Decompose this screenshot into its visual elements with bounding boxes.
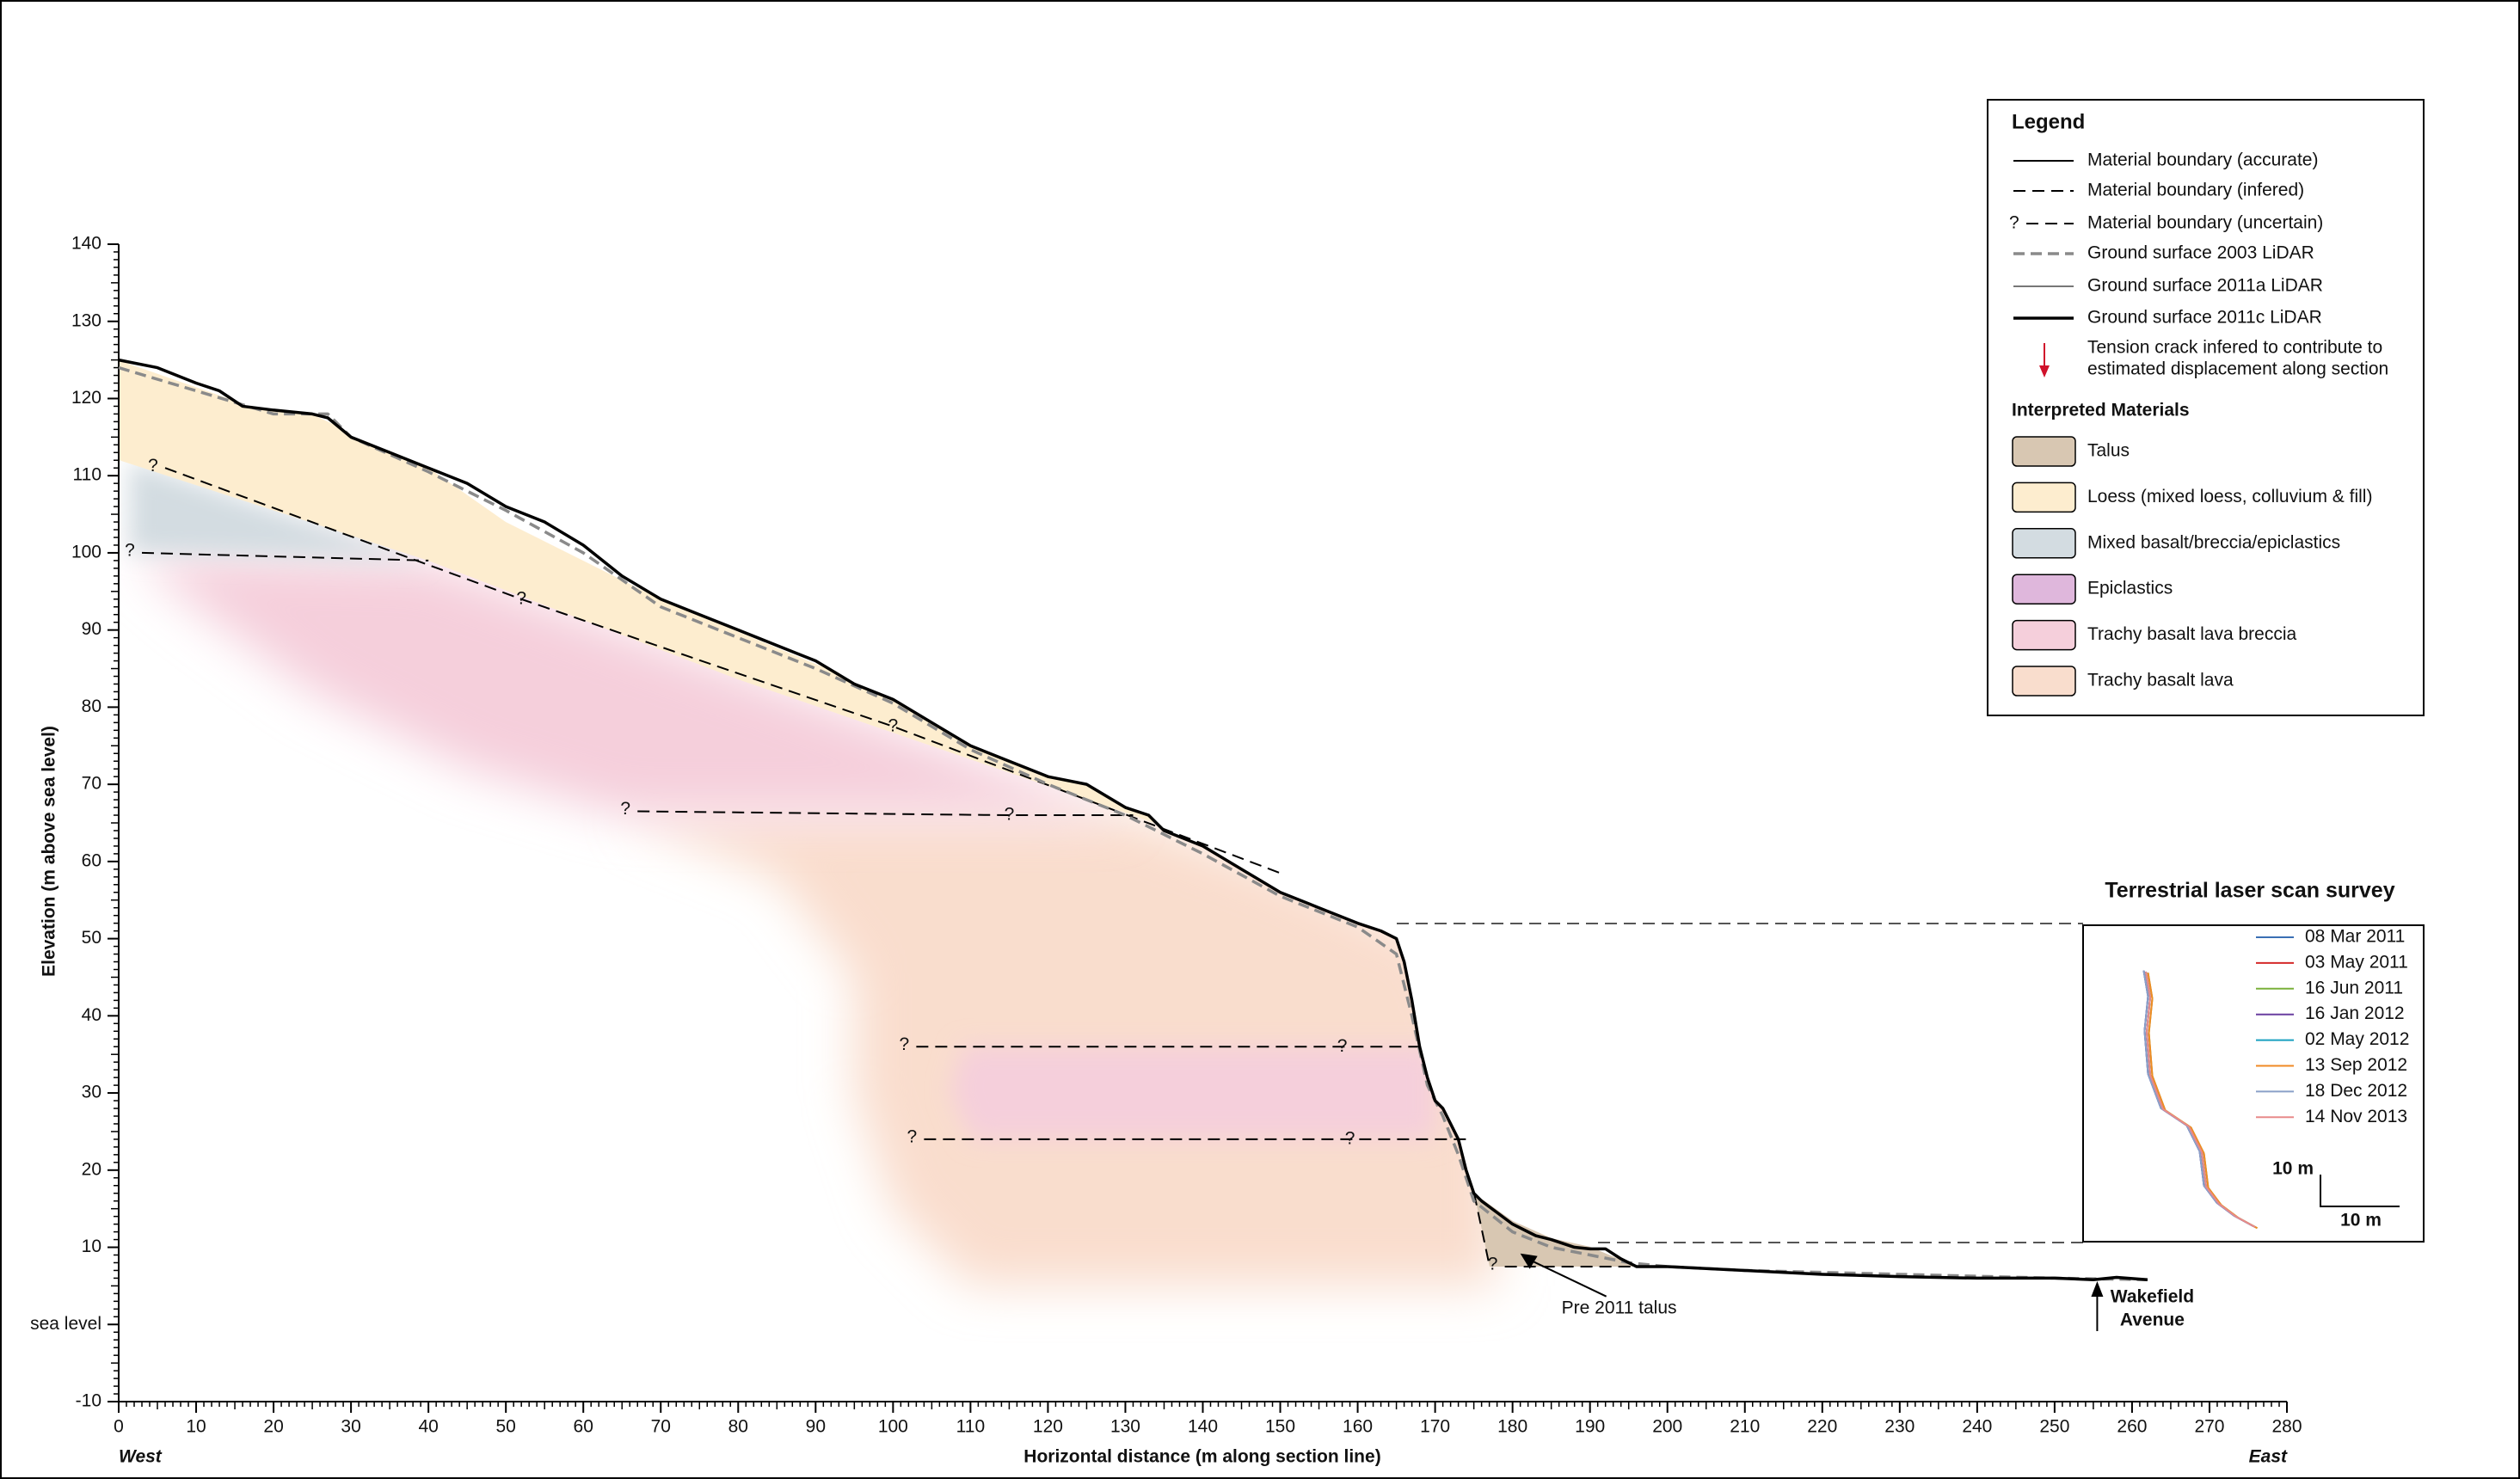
y-tick-label: 50	[82, 928, 101, 948]
uncertain-mark: ?	[148, 456, 158, 476]
y-tick-label: 110	[73, 465, 101, 485]
legend-label: Ground surface 2011c LiDAR	[2087, 308, 2322, 328]
legend-label: Material boundary (infered)	[2087, 181, 2304, 200]
legend-label: Ground surface 2011a LiDAR	[2087, 276, 2323, 296]
x-tick-label: 20	[263, 1417, 283, 1437]
uncertain-mark: ?	[1488, 1255, 1498, 1274]
legend-label: Material boundary (uncertain)	[2087, 213, 2323, 233]
x-tick-label: 180	[1497, 1417, 1527, 1437]
legend-label: Talus	[2087, 441, 2130, 461]
x-tick-label: 170	[1420, 1417, 1450, 1437]
x-tick-label: 230	[1884, 1417, 1915, 1437]
y-tick-label: 10	[82, 1237, 101, 1256]
y-tick-label: sea level	[30, 1314, 101, 1334]
breccia-area	[950, 1046, 1435, 1139]
x-start-label: West	[119, 1447, 163, 1467]
tls-legend-label: 16 Jun 2011	[2305, 978, 2403, 997]
tls-legend-label: 02 May 2012	[2305, 1029, 2409, 1049]
tls-legend-label: 13 Sep 2012	[2305, 1055, 2407, 1075]
x-tick-label: 140	[1188, 1417, 1218, 1437]
legend-label: estimated displacement along section	[2087, 359, 2388, 379]
x-tick-label: 80	[728, 1417, 748, 1437]
x-tick-label: 260	[2117, 1417, 2147, 1437]
x-tick-label: 60	[574, 1417, 593, 1437]
uncertain-mark: ?	[125, 540, 135, 560]
legend-swatch	[2013, 621, 2075, 650]
legend-mark: ?	[2009, 213, 2019, 233]
tls-legend-label: 18 Dec 2012	[2305, 1081, 2407, 1101]
uncertain-mark: ?	[1337, 1036, 1348, 1056]
y-tick-label: 90	[82, 619, 101, 639]
legend-swatch	[2013, 437, 2075, 466]
uncertain-mark: ?	[907, 1126, 918, 1146]
x-tick-label: 270	[2194, 1417, 2224, 1437]
annotation: Pre 2011 talus	[1562, 1298, 1677, 1317]
x-axis-title: Horizontal distance (m along section lin…	[1023, 1447, 1380, 1467]
annotation: Wakefield	[2111, 1287, 2194, 1307]
scale-label: 10 m	[2272, 1159, 2314, 1179]
y-tick-label: -10	[76, 1391, 101, 1411]
legend-label: Tension crack infered to contribute to	[2087, 338, 2382, 358]
x-tick-label: 40	[418, 1417, 438, 1437]
legend-swatch	[2013, 482, 2075, 512]
y-tick-label: 60	[82, 850, 101, 870]
y-tick-label: 80	[82, 697, 101, 716]
x-tick-label: 150	[1265, 1417, 1295, 1437]
legend-swatch	[2013, 666, 2075, 696]
x-end-label: East	[2249, 1447, 2288, 1467]
x-tick-label: 280	[2271, 1417, 2302, 1437]
x-tick-label: 210	[1730, 1417, 1760, 1437]
tls-legend-label: 14 Nov 2013	[2305, 1107, 2407, 1126]
y-tick-label: 140	[71, 234, 101, 254]
uncertain-mark: ?	[1005, 805, 1015, 825]
tls-legend-label: 03 May 2011	[2305, 952, 2408, 972]
chart: Legend Interpreted Materials Terrestrial…	[0, 0, 2520, 1479]
x-tick-label: 90	[806, 1417, 826, 1437]
tls-legend-label: 16 Jan 2012	[2305, 1003, 2405, 1023]
tls-legend-label: 08 Mar 2011	[2305, 927, 2405, 947]
y-tick-label: 130	[71, 310, 101, 330]
uncertain-mark: ?	[888, 715, 899, 735]
legend-label: Loess (mixed loess, colluvium & fill)	[2087, 487, 2372, 506]
uncertain-mark: ?	[900, 1034, 910, 1054]
x-tick-label: 200	[1652, 1417, 1682, 1437]
y-axis-title: Elevation (m above sea level)	[40, 726, 59, 977]
x-tick-label: 100	[878, 1417, 908, 1437]
y-tick-label: 70	[82, 774, 101, 794]
legend-label: Epiclastics	[2087, 579, 2173, 598]
x-tick-label: 250	[2039, 1417, 2069, 1437]
x-tick-label: 0	[114, 1417, 124, 1437]
legend-subtitle: Interpreted Materials	[2012, 401, 2190, 420]
x-tick-label: 70	[651, 1417, 671, 1437]
uncertain-mark: ?	[1345, 1128, 1355, 1148]
legend-label: Ground surface 2003 LiDAR	[2087, 243, 2314, 263]
x-tick-label: 220	[1807, 1417, 1837, 1437]
legend-swatch	[2013, 529, 2075, 558]
y-tick-label: 40	[82, 1005, 101, 1025]
scale-label: 10 m	[2340, 1211, 2382, 1230]
x-tick-label: 50	[495, 1417, 515, 1437]
uncertain-mark: ?	[516, 588, 526, 608]
y-tick-label: 120	[71, 388, 101, 408]
uncertain-mark: ?	[620, 799, 630, 819]
annotation: Avenue	[2120, 1310, 2185, 1330]
x-tick-label: 130	[1110, 1417, 1140, 1437]
x-tick-label: 240	[1962, 1417, 1992, 1437]
x-tick-label: 110	[956, 1417, 985, 1437]
x-tick-label: 10	[186, 1417, 206, 1437]
x-tick-label: 30	[341, 1417, 360, 1437]
tls-title: Terrestrial laser scan survey	[2105, 879, 2394, 903]
legend-label: Material boundary (accurate)	[2087, 150, 2318, 170]
legend-label: Trachy basalt lava breccia	[2087, 624, 2296, 644]
x-tick-label: 190	[1575, 1417, 1605, 1437]
y-tick-label: 100	[71, 542, 101, 562]
x-tick-label: 160	[1343, 1417, 1373, 1437]
legend-title: Legend	[2012, 110, 2085, 133]
legend-label: Trachy basalt lava	[2087, 671, 2234, 690]
x-tick-label: 120	[1033, 1417, 1063, 1437]
legend-swatch	[2013, 574, 2075, 604]
y-tick-label: 30	[82, 1083, 101, 1102]
legend-label: Mixed basalt/breccia/epiclastics	[2087, 532, 2340, 552]
y-tick-label: 20	[82, 1159, 101, 1179]
